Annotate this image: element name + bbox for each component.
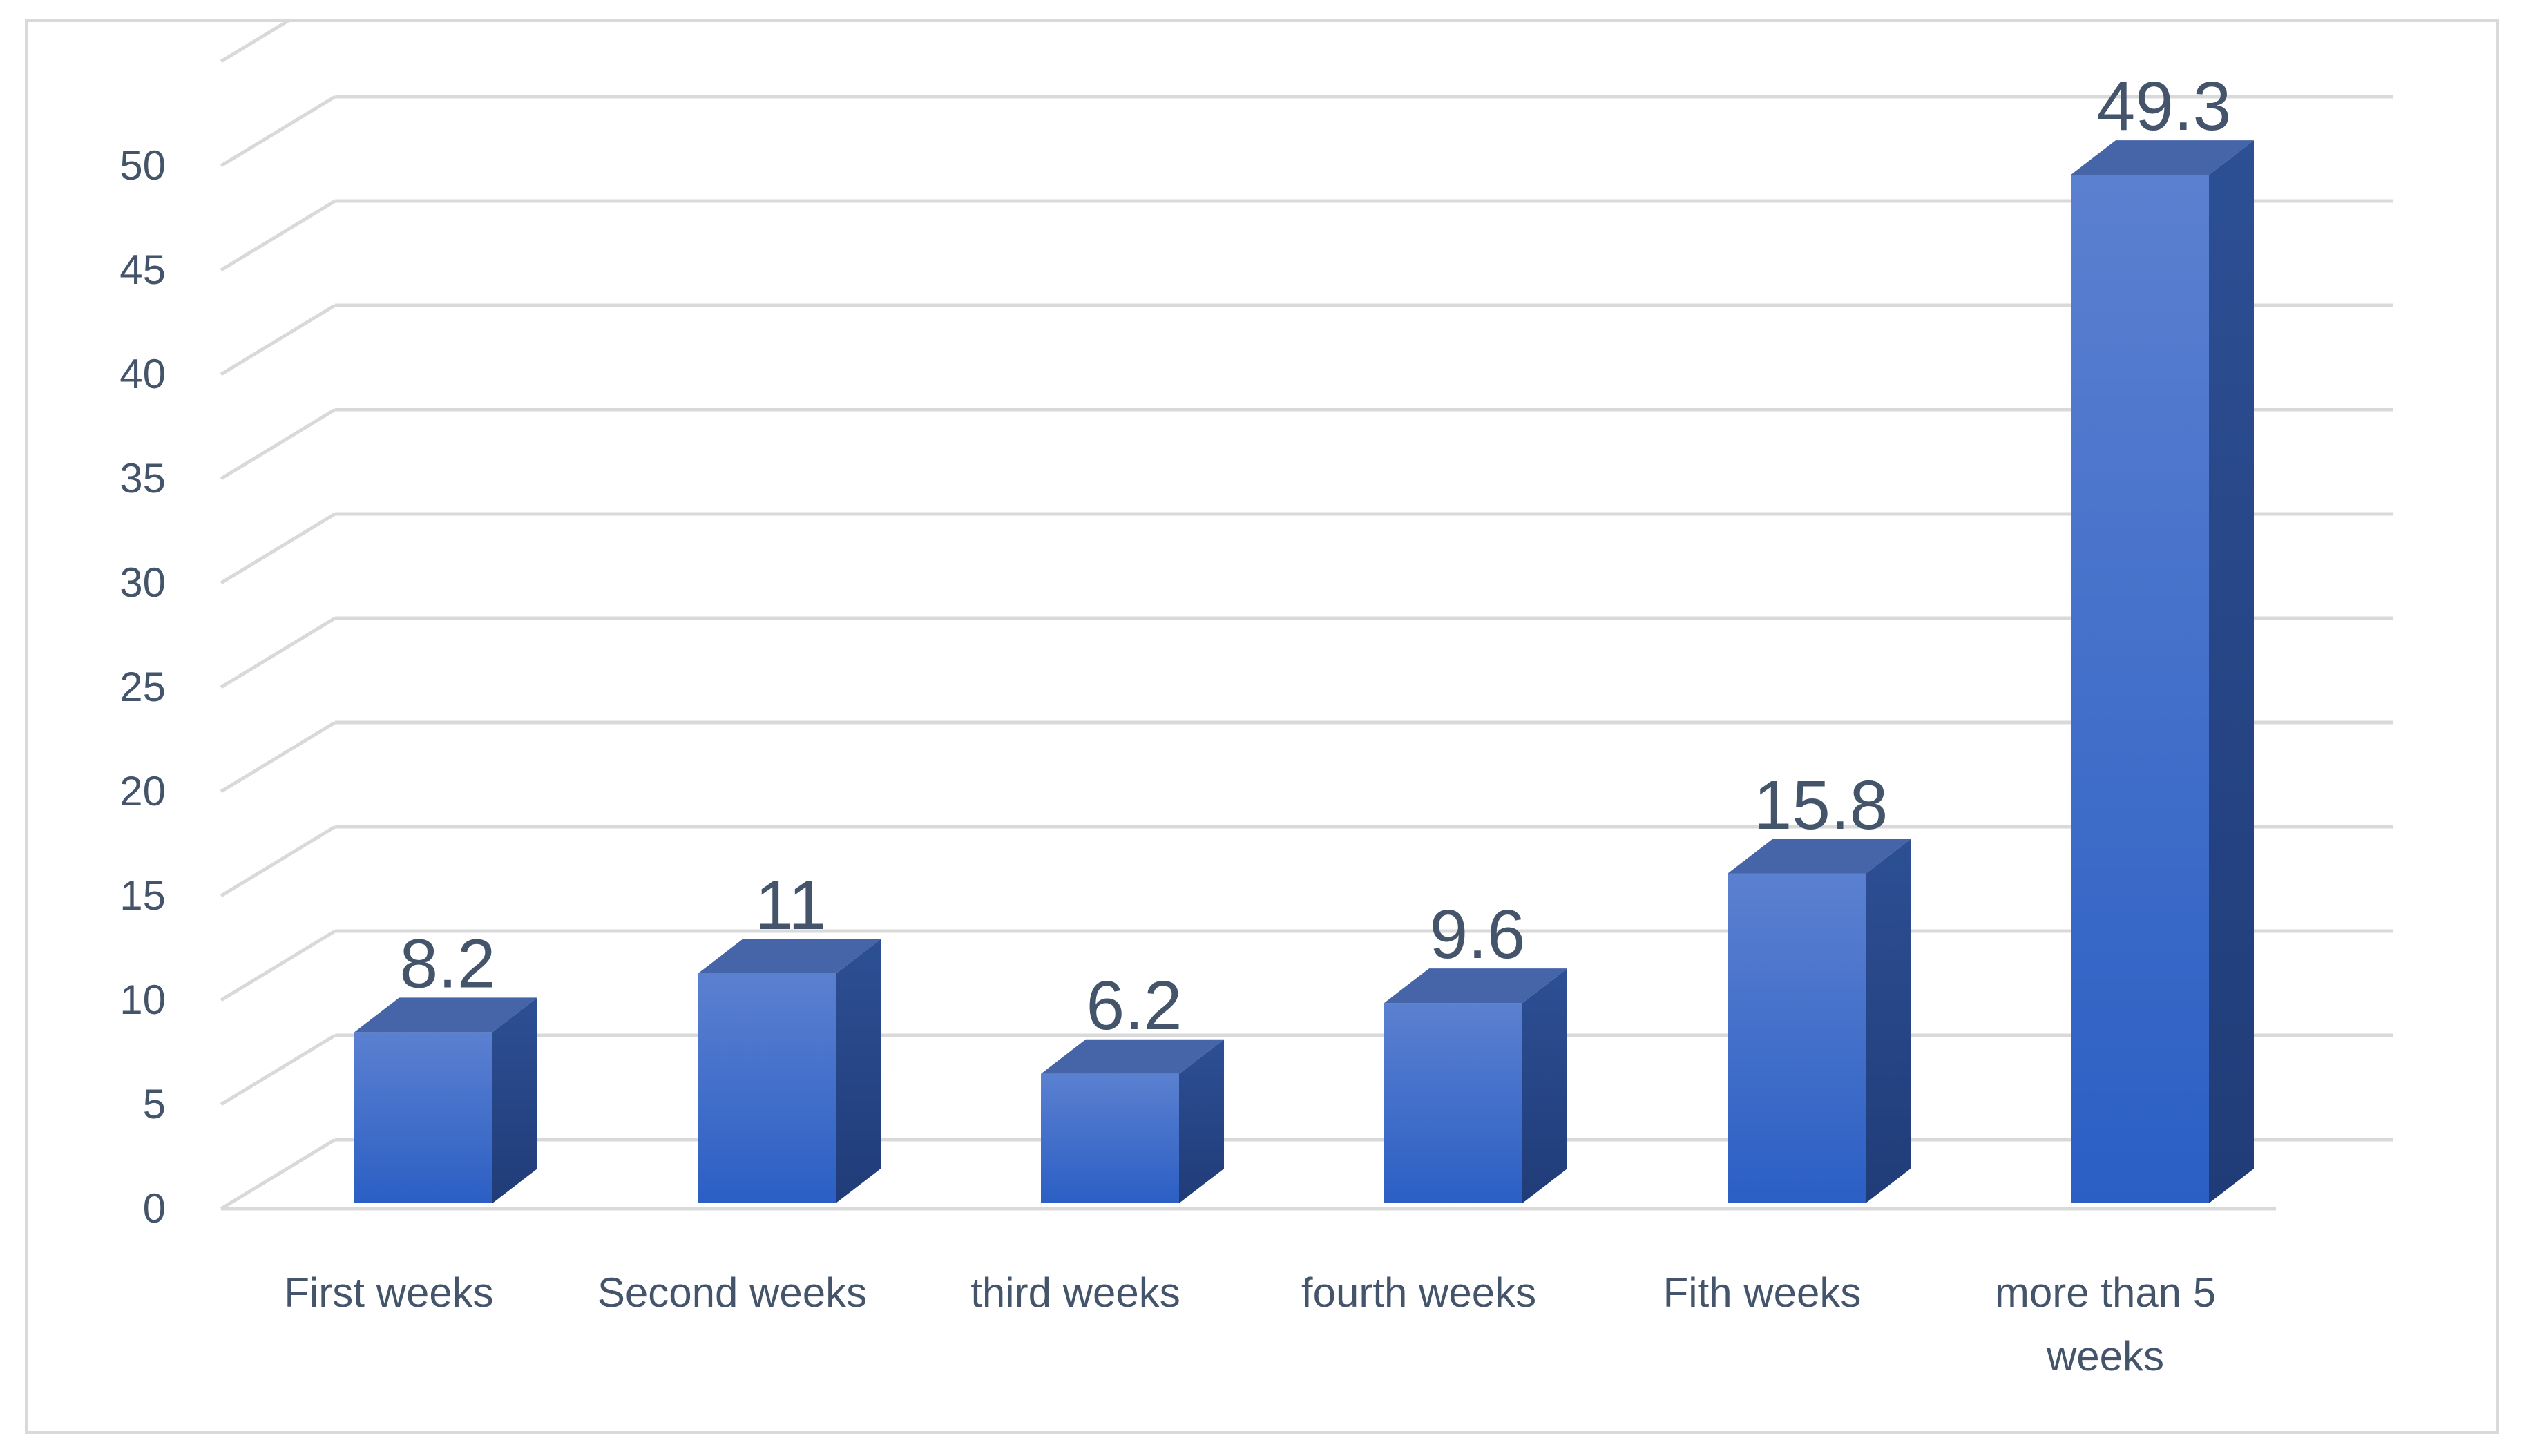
- bar: [1041, 1039, 1224, 1203]
- bar-side: [492, 997, 537, 1203]
- y-tick-label: 45: [119, 247, 166, 293]
- bar-side: [1522, 968, 1567, 1203]
- y-tick-label: 25: [119, 664, 166, 710]
- gridline-side: [220, 1138, 336, 1211]
- bar-front: [1041, 1073, 1179, 1203]
- gridline-side: [220, 720, 336, 794]
- category-label: Fith weeks: [1663, 1270, 1862, 1316]
- bar-top: [354, 997, 537, 1033]
- y-tick-label: 50: [119, 142, 166, 189]
- category-label-line: Second weeks: [597, 1270, 867, 1316]
- bar-front: [1384, 1003, 1522, 1203]
- category-label-line: Fith weeks: [1663, 1270, 1862, 1316]
- gridline-side: [220, 929, 336, 1002]
- category-label-line: fourth weeks: [1301, 1270, 1536, 1316]
- y-tick-label: 5: [143, 1081, 166, 1127]
- category-label-line: First weeks: [284, 1270, 493, 1316]
- category-labels: First weeks Second weeks third weeks fourth…: [284, 1270, 2216, 1379]
- data-label: 49.3: [2097, 68, 2232, 145]
- data-labels: 8.2 11 6.2 9.6 15.8 49.3: [399, 68, 2231, 1044]
- bar-side: [1866, 839, 1911, 1203]
- gridline-side: [220, 408, 336, 481]
- category-label-line: weeks: [2046, 1333, 2164, 1379]
- gridline-side: [220, 616, 336, 689]
- y-tick-label: 0: [143, 1185, 166, 1232]
- bar-top: [1384, 968, 1567, 1004]
- gridline-side: [220, 825, 336, 898]
- y-tick-label: 15: [119, 872, 166, 919]
- category-label: more than 5 weeks: [1995, 1270, 2216, 1379]
- bar-side: [1179, 1039, 1224, 1203]
- chart-frame: 0 5 10 15 20 25 30 35 40 45 50 8.2 11 6.2 9.6 15.8 49.3…: [25, 19, 2499, 1434]
- bar-front: [354, 1032, 492, 1203]
- data-label: 11: [755, 867, 827, 944]
- gridline-side: [220, 512, 336, 585]
- bar-front: [2071, 175, 2209, 1203]
- data-label: 15.8: [1754, 767, 1888, 844]
- data-label: 8.2: [399, 925, 495, 1002]
- bar: [2071, 140, 2254, 1203]
- bar: [698, 939, 881, 1203]
- bars: [354, 140, 2254, 1203]
- y-axis-ticks: 0 5 10 15 20 25 30 35 40 45 50: [119, 142, 166, 1232]
- bar-top: [698, 939, 881, 974]
- bar-front: [698, 973, 836, 1203]
- bar: [1384, 968, 1567, 1203]
- gridlines: [220, 22, 2393, 1211]
- bar-chart: 0 5 10 15 20 25 30 35 40 45 50 8.2 11 6.2 9.6 15.8 49.3…: [119, 22, 2393, 1379]
- gridline-side: [220, 303, 336, 376]
- bar-top: [2071, 140, 2254, 175]
- data-label: 9.6: [1429, 896, 1525, 973]
- bar: [1728, 839, 1911, 1203]
- gridline-side: [220, 22, 289, 64]
- gridline-side: [220, 1033, 336, 1107]
- gridline-side: [220, 199, 336, 272]
- bar-front: [1728, 873, 1866, 1203]
- category-label: Second weeks: [597, 1270, 867, 1316]
- bar-top: [1041, 1039, 1224, 1074]
- data-label: 6.2: [1086, 967, 1182, 1044]
- y-tick-label: 30: [119, 559, 166, 606]
- y-tick-label: 10: [119, 977, 166, 1023]
- category-label-line: more than 5: [1995, 1270, 2216, 1316]
- bar-side: [836, 939, 881, 1203]
- bar: [354, 997, 537, 1203]
- category-label: First weeks: [284, 1270, 493, 1316]
- category-label: third weeks: [970, 1270, 1180, 1316]
- y-tick-label: 20: [119, 768, 166, 814]
- category-label-line: third weeks: [970, 1270, 1180, 1316]
- category-label: fourth weeks: [1301, 1270, 1536, 1316]
- bar-top: [1728, 839, 1911, 874]
- gridline-side: [220, 95, 336, 168]
- bar-side: [2209, 140, 2254, 1203]
- y-tick-label: 35: [119, 455, 166, 501]
- y-tick-label: 40: [119, 351, 166, 397]
